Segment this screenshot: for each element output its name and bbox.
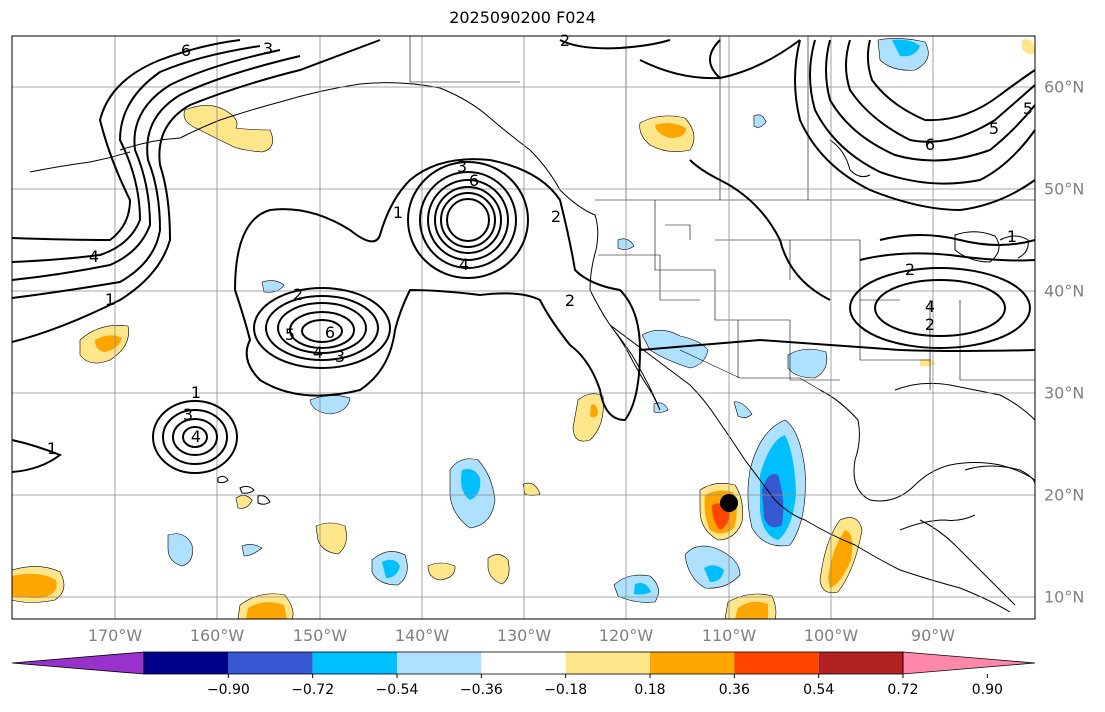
contour-label: 6	[325, 323, 335, 342]
contour-label: 1	[191, 383, 201, 402]
contour-label: 6	[925, 135, 935, 154]
colorbar-frame	[143, 651, 904, 675]
contour-label: 2	[565, 291, 575, 310]
contour-label: 4	[313, 343, 323, 362]
lon-label: 150°W	[292, 626, 348, 645]
contour-labels: 6 3 2 4 1 2 1 3 6 4 2 2 5 6 4 3 1 3 4 1 …	[47, 31, 1033, 458]
colorbar-segment	[228, 652, 313, 674]
contour-label: 1	[47, 439, 57, 458]
colorbar-segments	[11, 651, 1036, 678]
lat-label: 10°N	[1044, 587, 1085, 607]
colorbar-segment	[481, 652, 566, 674]
lon-label: 90°W	[910, 626, 956, 645]
contour-label: 2	[925, 315, 935, 334]
colorbar-tick-label: −0.72	[291, 682, 335, 698]
contour-label: 4	[89, 247, 99, 266]
lon-label: 140°W	[394, 626, 450, 645]
contour-label: 4	[191, 427, 201, 446]
lon-label: 100°W	[803, 626, 859, 645]
contour-label: 5	[285, 325, 295, 344]
map-plot-area	[12, 36, 1035, 619]
contour-label: 1	[105, 290, 115, 309]
lat-label: 40°N	[1044, 281, 1085, 301]
lon-label: 120°W	[598, 626, 654, 645]
contour-label: 5	[1023, 99, 1033, 118]
contour-label: 1	[393, 203, 403, 222]
map-title: 2025090200 F024	[449, 8, 596, 27]
tropical-cyclone-marker	[720, 494, 738, 512]
political-borders	[409, 36, 1035, 391]
colorbar-tick-label: 0.18	[634, 682, 666, 698]
contour-label: 2	[551, 207, 561, 226]
contours	[11, 39, 1036, 474]
colorbar-tick-label: 0.36	[718, 682, 750, 698]
colorbar-tick-label: −0.90	[206, 682, 250, 698]
lat-label: 20°N	[1044, 485, 1085, 505]
colorbar-segment	[818, 652, 903, 674]
colorbar-extend-min	[11, 651, 145, 675]
map-frame	[11, 35, 1036, 620]
colorbar-segment	[312, 652, 397, 674]
colorbar-segment	[144, 652, 229, 674]
contour-label: 4	[459, 255, 469, 274]
contour-label: 4	[925, 297, 935, 316]
colorbar-tick-label: 0.72	[887, 682, 919, 698]
contour-label: 6	[469, 171, 479, 190]
colorbar-extend-max	[902, 651, 1036, 675]
colorbar-tick-label: −0.54	[375, 682, 419, 698]
lon-label: 170°W	[87, 626, 143, 645]
contour-label: 5	[989, 119, 999, 138]
lon-label: 130°W	[496, 626, 552, 645]
colorbar-tick-label: −0.36	[459, 682, 503, 698]
contour-label: 2	[905, 260, 915, 279]
lon-label: 110°W	[701, 626, 757, 645]
lon-label: 160°W	[189, 626, 245, 645]
coastlines	[29, 82, 1036, 613]
contour-label: 3	[183, 405, 193, 424]
lat-label: 50°N	[1044, 179, 1085, 199]
contour-label: 2	[560, 31, 570, 50]
contour-label: 3	[457, 157, 467, 176]
anomaly-shading	[11, 38, 1035, 620]
colorbar-segment	[734, 652, 819, 674]
colorbar-segment	[565, 652, 650, 674]
contour-label: 3	[263, 39, 273, 58]
lat-label: 60°N	[1044, 77, 1085, 97]
contour-label: 1	[1007, 227, 1017, 246]
contour-label: 2	[293, 285, 303, 304]
colorbar-segment	[650, 652, 735, 674]
colorbar-segment	[397, 652, 482, 674]
contour-label: 3	[335, 347, 345, 366]
lat-label: 30°N	[1044, 383, 1085, 403]
colorbar-tick-label: 0.90	[971, 682, 1003, 698]
colorbar-tick-label: 0.54	[803, 682, 835, 698]
contour-label: 6	[181, 41, 191, 60]
colorbar-tick-label: −0.18	[544, 682, 588, 698]
